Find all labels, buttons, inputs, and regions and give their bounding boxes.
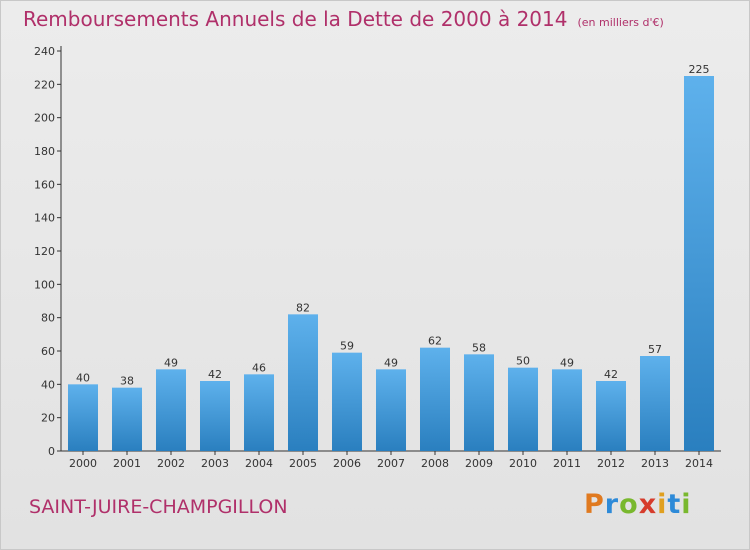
y-tick-label: 140 — [34, 212, 55, 225]
data-label: 49 — [560, 356, 574, 369]
data-label: 42 — [604, 368, 618, 381]
data-label: 58 — [472, 341, 486, 354]
data-label: 38 — [120, 375, 134, 388]
y-tick-label: 80 — [41, 312, 55, 325]
y-tick-label: 240 — [34, 45, 55, 58]
logo-letter: i — [657, 489, 668, 520]
x-tick-label: 2014 — [685, 457, 713, 470]
x-tick-label: 2001 — [113, 457, 141, 470]
data-label: 62 — [428, 335, 442, 348]
x-tick-label: 2011 — [553, 457, 581, 470]
x-tick-label: 2002 — [157, 457, 185, 470]
y-tick-label: 100 — [34, 278, 55, 291]
data-label: 57 — [648, 343, 662, 356]
bar-2003 — [200, 381, 230, 451]
y-tick-label: 120 — [34, 245, 55, 258]
logo-letter: r — [604, 489, 620, 520]
x-tick-label: 2000 — [69, 457, 97, 470]
y-tick-label: 200 — [34, 112, 55, 125]
bar-2007 — [376, 369, 406, 451]
data-label: 59 — [340, 340, 354, 353]
x-tick-label: 2007 — [377, 457, 405, 470]
x-tick-label: 2003 — [201, 457, 229, 470]
data-label: 46 — [252, 361, 266, 374]
proxiti-logo[interactable]: Proxiti — [584, 489, 692, 520]
y-tick-label: 180 — [34, 145, 55, 158]
data-label: 40 — [76, 371, 90, 384]
city-name: SAINT-JUIRE-CHAMPGILLON — [29, 496, 288, 518]
y-tick-label: 20 — [41, 412, 55, 425]
chart-title: Remboursements Annuels de la Dette de 20… — [23, 7, 664, 31]
logo-letter: o — [619, 489, 639, 520]
data-label: 50 — [516, 355, 530, 368]
data-label: 49 — [384, 356, 398, 369]
y-tick-label: 0 — [48, 445, 55, 458]
bar-2006 — [332, 352, 362, 451]
logo-letter: t — [667, 489, 682, 520]
bar-2009 — [464, 354, 494, 451]
bar-2013 — [640, 356, 670, 451]
title-text: Remboursements Annuels de la Dette de 20… — [23, 7, 568, 31]
bar-2005 — [288, 314, 318, 451]
x-tick-label: 2013 — [641, 457, 669, 470]
logo-letter: P — [584, 489, 605, 520]
data-label: 225 — [689, 63, 710, 76]
y-tick-label: 220 — [34, 78, 55, 91]
bar-2014 — [684, 76, 714, 451]
x-tick-label: 2008 — [421, 457, 449, 470]
y-tick-label: 40 — [41, 378, 55, 391]
x-tick-label: 2006 — [333, 457, 361, 470]
bar-2008 — [420, 347, 450, 451]
x-tick-label: 2010 — [509, 457, 537, 470]
bar-2012 — [596, 381, 626, 451]
bar-2004 — [244, 374, 274, 451]
data-label: 42 — [208, 368, 222, 381]
unit-label: (en milliers d'€) — [577, 16, 664, 29]
y-tick-label: 60 — [41, 345, 55, 358]
x-tick-label: 2004 — [245, 457, 273, 470]
x-tick-label: 2009 — [465, 457, 493, 470]
logo-letter: i — [681, 489, 692, 520]
data-label: 82 — [296, 301, 310, 314]
logo-letter: x — [638, 489, 658, 520]
x-tick-label: 2005 — [289, 457, 317, 470]
bar-2001 — [112, 387, 142, 451]
data-label: 49 — [164, 356, 178, 369]
bar-2002 — [156, 369, 186, 451]
bar-2011 — [552, 369, 582, 451]
x-tick-label: 2012 — [597, 457, 625, 470]
y-tick-label: 160 — [34, 178, 55, 191]
bar-2000 — [68, 384, 98, 451]
bar-2010 — [508, 367, 538, 451]
